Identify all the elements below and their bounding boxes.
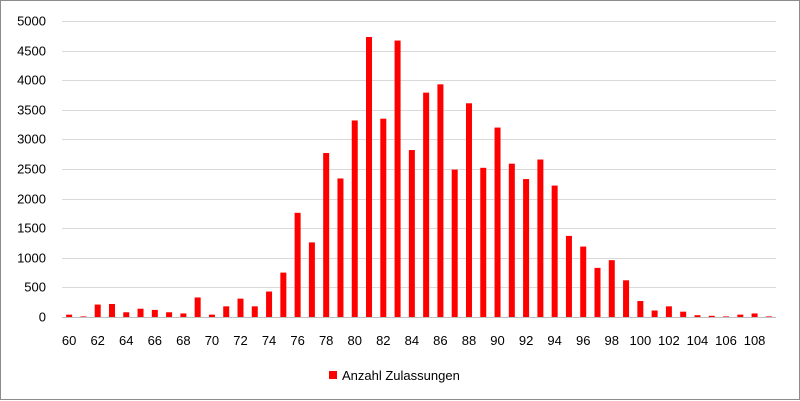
x-tick-label: 72	[233, 333, 247, 348]
bar	[694, 315, 701, 317]
bar	[708, 315, 715, 317]
bar	[408, 150, 415, 317]
bar	[351, 120, 358, 318]
x-tick-label: 66	[148, 333, 162, 348]
bar	[680, 311, 687, 317]
bar	[280, 272, 287, 317]
bar	[580, 246, 587, 317]
bar	[537, 159, 544, 317]
legend: Anzahl Zulassungen	[329, 368, 460, 383]
bar	[151, 309, 158, 317]
bar	[437, 84, 444, 318]
bar	[294, 212, 301, 317]
bar	[308, 242, 315, 317]
bar	[208, 314, 215, 317]
x-tick-label: 92	[519, 333, 533, 348]
x-axis-tick-labels: 60 62 64 66 68 70 72 74 76 78 80 82 84 86 88 90 92 94 96 98…	[62, 333, 766, 348]
x-tick-label: 98	[605, 333, 619, 348]
legend-swatch	[329, 371, 337, 379]
bar	[508, 163, 515, 317]
x-tick-label: 108	[744, 333, 766, 348]
bar	[223, 306, 230, 317]
y-tick-label: 4500	[17, 44, 46, 59]
bars	[66, 36, 772, 318]
x-tick-label: 76	[290, 333, 304, 348]
y-tick-label: 500	[24, 280, 46, 295]
x-tick-label: 90	[490, 333, 504, 348]
legend-label: Anzahl Zulassungen	[342, 368, 460, 383]
bar	[266, 291, 273, 317]
bar	[323, 153, 330, 317]
bar	[551, 185, 558, 317]
y-tick-label: 2000	[17, 192, 46, 207]
y-tick-label: 3500	[17, 103, 46, 118]
x-tick-label: 60	[62, 333, 76, 348]
bar	[80, 316, 87, 317]
bar	[465, 103, 472, 318]
bar	[480, 167, 487, 317]
bar	[594, 267, 601, 317]
x-tick-label: 96	[576, 333, 590, 348]
x-tick-label: 84	[405, 333, 419, 348]
x-tick-label: 64	[119, 333, 133, 348]
bar	[494, 127, 501, 317]
bar	[237, 298, 244, 317]
bar	[337, 178, 344, 317]
bar	[94, 304, 101, 317]
bar	[765, 316, 772, 317]
y-tick-label: 5000	[17, 14, 46, 29]
bar	[608, 260, 615, 317]
bar	[66, 314, 73, 317]
y-tick-label: 4000	[17, 73, 46, 88]
x-tick-label: 88	[462, 333, 476, 348]
bar	[380, 118, 387, 318]
bar	[665, 306, 672, 317]
bar	[137, 308, 144, 317]
x-tick-label: 74	[262, 333, 276, 348]
bar	[251, 306, 258, 317]
bar	[751, 313, 758, 317]
x-tick-label: 80	[348, 333, 362, 348]
bar	[723, 316, 730, 317]
y-tick-label: 1000	[17, 251, 46, 266]
gridlines	[62, 21, 776, 288]
x-tick-label: 94	[547, 333, 561, 348]
x-tick-label: 68	[176, 333, 190, 348]
bar	[565, 235, 572, 317]
bar	[108, 303, 115, 317]
x-tick-label: 104	[687, 333, 709, 348]
bar	[737, 314, 744, 317]
bar	[651, 310, 658, 317]
y-tick-label: 1500	[17, 221, 46, 236]
bar	[623, 280, 630, 317]
bar	[423, 92, 430, 317]
x-tick-label: 102	[658, 333, 680, 348]
x-tick-label: 100	[629, 333, 651, 348]
y-tick-label: 0	[39, 310, 46, 325]
bar	[123, 312, 130, 317]
y-tick-label: 3000	[17, 132, 46, 147]
bar	[166, 312, 173, 317]
x-tick-label: 82	[376, 333, 390, 348]
bar	[451, 169, 458, 317]
bar	[523, 179, 530, 317]
x-tick-label: 70	[205, 333, 219, 348]
y-axis-tick-labels: 0 500 1000 1500 2000 2500 3000 3500 4000 4500 5000	[17, 14, 46, 325]
x-tick-label: 78	[319, 333, 333, 348]
x-tick-label: 86	[433, 333, 447, 348]
x-tick-label: 106	[715, 333, 737, 348]
bar	[637, 301, 644, 317]
y-tick-label: 2500	[17, 162, 46, 177]
bar	[194, 297, 201, 317]
x-tick-label: 62	[90, 333, 104, 348]
bar	[394, 40, 401, 317]
bar	[180, 313, 187, 317]
bar	[366, 36, 373, 317]
